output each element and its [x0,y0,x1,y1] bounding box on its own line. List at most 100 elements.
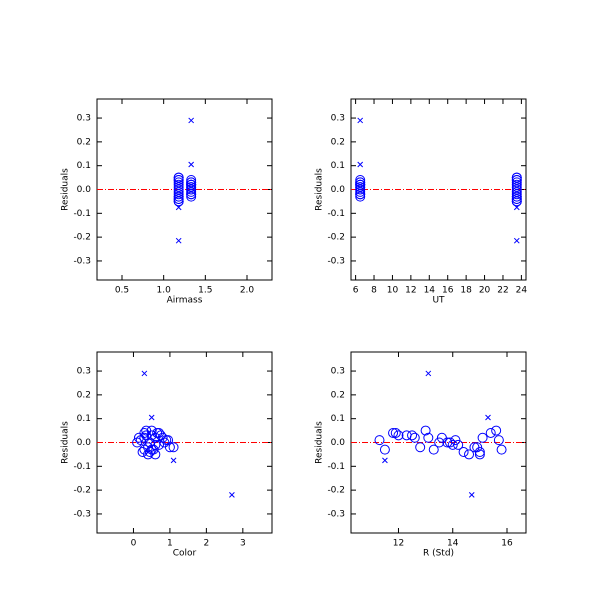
x-tick-label: 22 [497,286,508,296]
y-tick-label: -0.3 [73,256,91,266]
circle-point [496,444,507,455]
cross-point [175,204,182,211]
circle-point [374,435,385,446]
y-tick-label: -0.1 [327,209,345,219]
circle-point [173,196,184,207]
y-axis-label: Residuals [61,168,71,211]
circle-point [434,437,445,448]
circle-point [186,191,197,202]
circle-point [379,444,390,455]
circle-point [139,444,150,455]
circle-point [173,189,184,200]
circle-point [173,177,184,188]
circle-point [173,182,184,193]
circle-point [420,425,431,436]
y-tick-label: 0.0 [77,438,92,448]
circle-point [388,427,399,438]
cross-point [170,457,177,464]
circle-point [173,184,184,195]
circle-point [511,189,522,200]
circle-point [393,430,404,441]
circle-point [511,191,522,202]
y-tick-label: 0.2 [77,390,91,400]
x-tick-label: 1.5 [198,286,212,296]
circle-point [133,432,144,443]
x-tick-label: 0 [131,539,137,549]
circle-point [355,182,366,193]
circle-point [511,177,522,188]
y-tick-label: 0.1 [77,414,91,424]
circle-point [355,186,366,197]
circle-point [186,189,197,200]
cross-point [513,237,520,244]
y-tick-label: -0.3 [73,509,91,519]
x-tick-label: 14 [424,286,436,296]
circle-point [186,177,197,188]
cross-point [357,117,364,124]
y-tick-label: 0.2 [331,390,345,400]
circle-point [493,435,504,446]
circle-point [511,184,522,195]
cross-point [188,117,195,124]
circle-point [415,442,426,453]
circle-point [355,177,366,188]
x-tick-label: 20 [479,286,491,296]
cross-point [513,204,520,211]
cross-point [188,161,195,168]
y-tick-label: -0.2 [73,233,91,243]
circle-point [186,182,197,193]
circle-point [355,179,366,190]
circle-point [474,449,485,460]
y-tick-label: -0.3 [327,256,345,266]
y-tick-label: 0.0 [331,185,346,195]
x-axis-label: R (Std) [423,549,454,559]
y-tick-label: -0.2 [73,486,91,496]
circle-point [173,186,184,197]
circle-point [186,174,197,185]
y-tick-label: -0.2 [327,486,345,496]
x-tick-label: 12 [405,286,416,296]
y-tick-label: 0.1 [331,161,345,171]
circle-point [153,427,164,438]
circle-point [511,194,522,205]
circle-point [491,425,502,436]
x-tick-label: 12 [393,539,404,549]
x-tick-label: 16 [442,286,454,296]
circle-point [355,189,366,200]
x-axis-label: Airmass [167,296,203,306]
circle-point [144,447,155,458]
y-tick-label: 0.2 [77,137,91,147]
cross-point [357,161,364,168]
circle-point [485,427,496,438]
circle-point [511,172,522,183]
y-tick-label: -0.1 [73,462,91,472]
y-tick-label: 0.3 [331,367,345,377]
circle-point [511,182,522,193]
y-tick-label: 0.1 [331,414,345,424]
cross-point [229,492,235,498]
x-tick-label: 1.0 [157,286,172,296]
circle-point [163,435,174,446]
y-tick-label: -0.2 [327,233,345,243]
cross-point [141,370,148,377]
x-tick-label: 1 [167,539,173,549]
circle-point [447,439,458,450]
circle-point [173,191,184,202]
circle-point [458,447,469,458]
y-axis-label: Residuals [315,168,325,211]
x-tick-label: 16 [501,539,513,549]
circle-point [511,196,522,207]
y-tick-label: 0.2 [331,137,345,147]
circle-point [173,179,184,190]
circle-point [173,172,184,183]
y-tick-label: 0.3 [77,114,91,124]
x-axis-label: Color [173,549,197,559]
circle-point [436,432,447,443]
x-axis-label: UT [432,296,445,306]
x-tick-label: 2 [204,539,210,549]
circle-point [511,179,522,190]
circle-point [139,432,150,443]
circle-point [168,442,179,453]
cross-point [425,370,432,377]
